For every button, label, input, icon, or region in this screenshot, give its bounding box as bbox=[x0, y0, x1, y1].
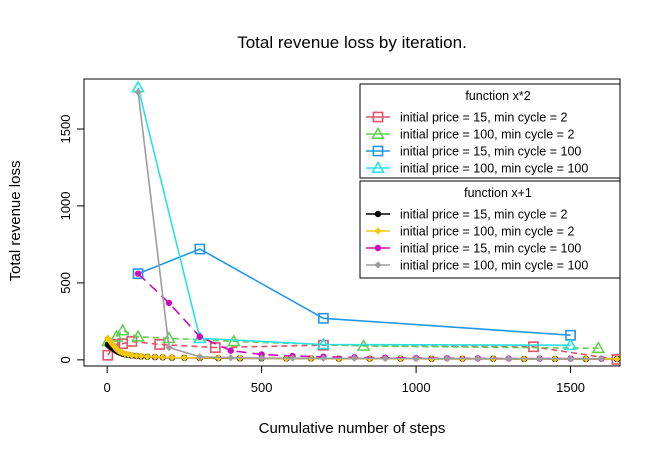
legend-marker bbox=[374, 261, 382, 269]
legend-box bbox=[359, 180, 621, 279]
y-axis-label: Total revenue loss bbox=[7, 161, 24, 282]
data-point bbox=[528, 341, 539, 353]
data-point bbox=[412, 354, 420, 363]
data-point bbox=[168, 353, 176, 362]
data-point bbox=[165, 299, 173, 307]
data-point bbox=[132, 352, 141, 360]
y-tick-label: 500 bbox=[58, 272, 73, 294]
data-point bbox=[143, 352, 151, 361]
legend-label: initial price = 100, min cycle = 100 bbox=[400, 162, 588, 176]
data-point bbox=[196, 353, 204, 361]
legend-marker bbox=[372, 111, 384, 123]
legend-marker bbox=[372, 145, 384, 157]
data-point bbox=[134, 88, 142, 96]
legend-label: initial price = 15, min cycle = 2 bbox=[400, 111, 567, 125]
y-tick-label: 0 bbox=[58, 356, 73, 363]
legend-1: function x*2 initial price = 15, min cycl… bbox=[359, 83, 621, 179]
data-point bbox=[109, 329, 124, 342]
series-line bbox=[137, 92, 602, 360]
series-line bbox=[137, 248, 571, 336]
data-point bbox=[443, 354, 451, 363]
y-tick-label: 1500 bbox=[58, 115, 73, 144]
data-point bbox=[288, 354, 297, 362]
legend-marker bbox=[371, 126, 385, 139]
legend-label: initial price = 100, min cycle = 2 bbox=[400, 225, 574, 239]
x-tick-label: 500 bbox=[251, 380, 273, 395]
legend-marker bbox=[374, 244, 382, 252]
legend-title: function x+1 bbox=[464, 186, 532, 200]
data-point bbox=[154, 339, 166, 350]
data-point bbox=[102, 349, 114, 361]
data-point bbox=[566, 355, 575, 363]
legend-label: initial price = 100, min cycle = 100 bbox=[400, 259, 588, 273]
data-point bbox=[474, 354, 482, 363]
y-tick-label: 1000 bbox=[58, 191, 73, 220]
legend-marker bbox=[374, 210, 382, 218]
series-8 bbox=[134, 88, 606, 363]
legend-label: initial price = 15, min cycle = 2 bbox=[400, 208, 567, 222]
data-point bbox=[196, 333, 204, 340]
legend-label: initial price = 100, min cycle = 2 bbox=[400, 128, 574, 142]
data-point bbox=[319, 354, 328, 362]
data-point bbox=[227, 354, 235, 362]
data-point bbox=[159, 353, 167, 361]
axes: 0 500 1000 1500 0 500 1000 1500 bbox=[58, 78, 621, 395]
x-tick-label: 1500 bbox=[556, 380, 585, 395]
data-point bbox=[536, 355, 544, 363]
series-line bbox=[137, 273, 602, 360]
data-point bbox=[132, 268, 144, 280]
data-point bbox=[131, 329, 145, 342]
chart-title: Total revenue loss by iteration. bbox=[237, 33, 467, 52]
data-point bbox=[316, 337, 331, 350]
legend-marker bbox=[371, 160, 385, 173]
legend-label: initial price = 15, min cycle = 100 bbox=[400, 145, 581, 159]
data-point bbox=[128, 351, 136, 359]
data-point bbox=[137, 352, 145, 360]
legend-box bbox=[359, 83, 621, 179]
x-axis-label: Cumulative number of steps bbox=[259, 420, 446, 437]
data-point bbox=[134, 270, 142, 277]
data-point bbox=[613, 355, 620, 363]
series-3 bbox=[132, 243, 576, 341]
series-line bbox=[107, 329, 599, 350]
legends: function x*2 initial price = 15, min cycl… bbox=[359, 83, 621, 279]
legend-marker bbox=[374, 227, 382, 235]
data-point bbox=[505, 354, 513, 363]
plot-area bbox=[100, 80, 620, 365]
data-point bbox=[563, 338, 578, 351]
series-line bbox=[137, 87, 571, 347]
data-point bbox=[258, 354, 266, 362]
legend-label: initial price = 15, min cycle = 100 bbox=[400, 242, 581, 256]
data-point bbox=[318, 312, 329, 324]
data-point bbox=[597, 355, 606, 363]
legend-title: function x*2 bbox=[465, 89, 530, 103]
legend-2: function x+1 initial price = 15, min cycl… bbox=[359, 180, 621, 279]
data-point bbox=[180, 354, 189, 362]
data-point bbox=[115, 323, 130, 336]
data-point bbox=[151, 353, 159, 361]
series-2 bbox=[100, 323, 606, 354]
data-point bbox=[591, 341, 606, 354]
data-point bbox=[194, 243, 206, 255]
x-tick-label: 0 bbox=[104, 380, 111, 395]
data-point bbox=[350, 354, 358, 362]
x-tick-label: 1000 bbox=[402, 380, 431, 395]
data-point bbox=[165, 343, 173, 352]
data-point bbox=[381, 354, 389, 363]
data-point bbox=[227, 347, 234, 354]
